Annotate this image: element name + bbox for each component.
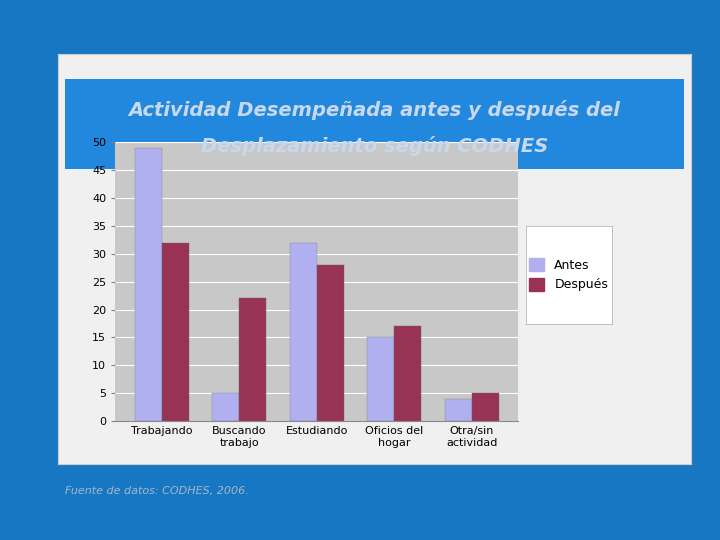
Bar [212, 393, 239, 421]
Bar [239, 299, 266, 421]
Bar [445, 399, 472, 421]
Bar [395, 326, 421, 421]
Bar [289, 242, 317, 421]
Text: Actividad Desempeñada antes y después del: Actividad Desempeñada antes y después de… [128, 100, 621, 120]
Text: Desplazamiento según CODHES: Desplazamiento según CODHES [201, 136, 548, 157]
Bar [367, 338, 395, 421]
Text: Fuente de datos: CODHES, 2006.: Fuente de datos: CODHES, 2006. [65, 487, 248, 496]
Bar [317, 265, 344, 421]
Bar [162, 242, 189, 421]
Legend: Antes, Después: Antes, Después [524, 253, 613, 296]
Bar [135, 148, 162, 421]
Bar [472, 393, 499, 421]
